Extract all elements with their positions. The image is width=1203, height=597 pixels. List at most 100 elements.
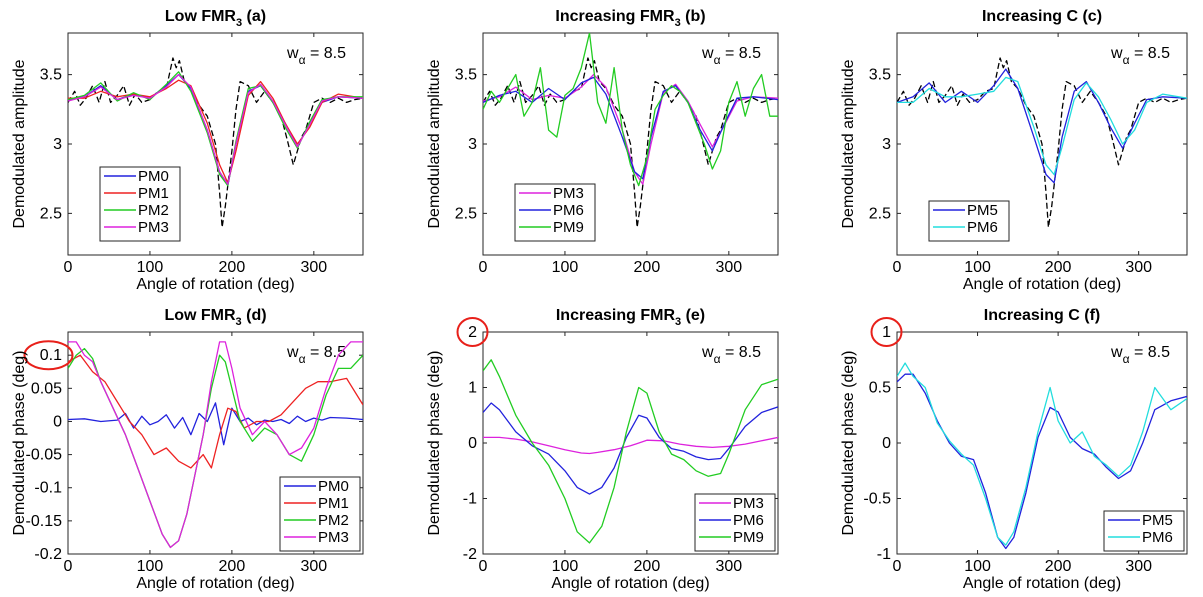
x-tick-label: 300	[1125, 259, 1152, 276]
y-tick-label: 3.5	[40, 67, 62, 84]
series-line-pm6	[897, 362, 1187, 546]
legend-label: PM6	[553, 202, 584, 219]
chart-panel-3: 0 100 200 300 2.5 3 3.5 Increasing C (c) Angle o…	[840, 8, 1188, 293]
x-tick-label: 200	[1045, 558, 1072, 575]
highlight-circle	[456, 317, 489, 347]
y-tick-label: -0.1	[34, 480, 62, 497]
x-axis-label: Angle of rotation (deg)	[963, 575, 1121, 592]
y-tick-label: 2.5	[40, 205, 62, 222]
x-tick-label: 0	[64, 259, 73, 276]
y-axis-label: Demodulated phase (deg)	[11, 350, 28, 535]
legend-label: PM5	[967, 202, 998, 219]
y-tick-label: -0.15	[26, 513, 63, 530]
legend-label: PM2	[318, 512, 349, 529]
y-tick-label: 0	[53, 413, 62, 430]
series-line-pm5	[897, 373, 1187, 550]
x-tick-label: 200	[634, 558, 661, 575]
x-tick-label: 100	[552, 259, 579, 276]
y-tick-label: 3	[53, 136, 62, 153]
w-alpha-label: wα = 8.5	[701, 45, 761, 67]
y-axis-label: Demodulated amplitude	[11, 59, 28, 228]
x-tick-label: 0	[479, 259, 488, 276]
y-tick-label: 1	[882, 324, 891, 341]
chart-title: Low FMR3 (a)	[165, 8, 266, 29]
chart-panel-4: 0 100 200 300 -0.2 -0.15 -0.1 -0.05 0 0.05 0.1 Low …	[11, 307, 364, 592]
y-tick-label: 0.05	[31, 380, 62, 397]
legend-label: PM3	[553, 185, 584, 202]
y-tick-label: 0.5	[869, 380, 891, 397]
x-axis-label: Angle of rotation (deg)	[551, 575, 709, 592]
legend-label: PM0	[318, 478, 349, 495]
x-tick-label: 100	[964, 558, 991, 575]
x-tick-label: 0	[893, 259, 902, 276]
legend-label: PM0	[138, 168, 169, 185]
legend-box	[1103, 510, 1185, 552]
x-axis-label: Angle of rotation (deg)	[136, 276, 294, 293]
chart-panel-1: 0 100 200 300 2.5 3 3.5 Low FMR3 (a) Angle of ro…	[11, 8, 364, 293]
legend-label: PM6	[1142, 529, 1173, 546]
x-tick-label: 200	[634, 259, 661, 276]
plot-area	[483, 359, 778, 544]
y-tick-label: 1	[468, 380, 477, 397]
y-tick-label: 2	[468, 324, 477, 341]
plot-area	[68, 341, 363, 549]
legend-box	[928, 200, 1010, 242]
x-tick-label: 200	[219, 259, 246, 276]
x-tick-label: 100	[552, 558, 579, 575]
chart-panel-5: 0 100 200 300 -2 -1 0 1 2 Increasing FMR3 (e) Angl…	[426, 307, 779, 592]
plot-area	[483, 33, 778, 228]
series-line-pm3	[68, 73, 363, 185]
y-tick-label: -1	[463, 491, 477, 508]
plot-area	[897, 362, 1187, 550]
series-line-pm9	[483, 33, 778, 187]
x-tick-label: 0	[64, 558, 73, 575]
w-alpha-label: wα = 8.5	[701, 344, 761, 366]
highlight-circle	[23, 340, 74, 371]
chart-title: Low FMR3 (d)	[164, 307, 266, 328]
legend-box	[99, 166, 181, 242]
x-tick-label: 100	[137, 259, 164, 276]
legend-label: PM2	[138, 202, 169, 219]
y-tick-label: -0.5	[863, 491, 891, 508]
chart-title: Increasing C (f)	[984, 307, 1100, 324]
w-alpha-label: wα = 8.5	[1110, 344, 1170, 366]
series-line-pm5	[897, 68, 1187, 184]
y-tick-label: -0.2	[34, 546, 62, 563]
w-alpha-label: wα = 8.5	[1110, 45, 1170, 67]
x-tick-label: 300	[715, 259, 742, 276]
x-tick-label: 300	[300, 259, 327, 276]
y-axis-label: Demodulated amplitude	[426, 59, 443, 228]
chart-panel-6: 0 100 200 300 -1 -0.5 0 0.5 1 Increasing C (f) Ang…	[840, 307, 1188, 592]
chart-title: Increasing FMR3 (e)	[556, 307, 705, 328]
w-alpha-label: wα = 8.5	[286, 344, 346, 366]
series-line-pm0	[68, 402, 363, 446]
y-axis-label: Demodulated phase (deg)	[426, 350, 443, 535]
y-tick-label: 2.5	[455, 205, 477, 222]
x-axis-label: Angle of rotation (deg)	[136, 575, 294, 592]
legend-label: PM1	[138, 185, 169, 202]
chart-title: Increasing FMR3 (b)	[555, 8, 705, 29]
legend-label: PM3	[138, 219, 169, 236]
y-tick-label: 0	[468, 435, 477, 452]
x-axis-label: Angle of rotation (deg)	[963, 276, 1121, 293]
chart-title: Increasing C (c)	[982, 8, 1102, 25]
legend-label: PM1	[318, 495, 349, 512]
x-tick-label: 0	[893, 558, 902, 575]
x-tick-label: 300	[300, 558, 327, 575]
legend-label: PM3	[733, 495, 764, 512]
x-tick-label: 0	[479, 558, 488, 575]
x-tick-label: 300	[1125, 558, 1152, 575]
highlight-circle	[870, 317, 903, 347]
legend-label: PM9	[553, 219, 584, 236]
series-line-pm6	[897, 76, 1187, 176]
y-axis-label: Demodulated amplitude	[840, 59, 857, 228]
w-alpha-label: wα = 8.5	[286, 45, 346, 67]
y-tick-label: -1	[877, 546, 891, 563]
series-line-pm1	[68, 354, 363, 469]
x-tick-label: 100	[137, 558, 164, 575]
